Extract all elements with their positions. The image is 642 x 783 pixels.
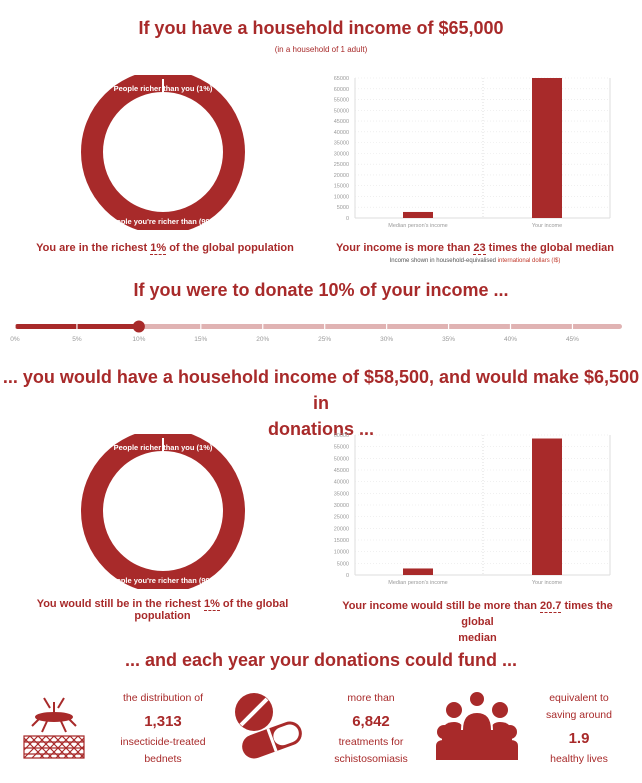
donut-top-label: People richer than you (1%) bbox=[114, 84, 213, 93]
x-tick-label: Your income bbox=[532, 580, 562, 586]
slider-tick-label: 25% bbox=[318, 336, 331, 343]
y-tick-label: 55000 bbox=[334, 98, 349, 104]
y-tick-label: 40000 bbox=[334, 130, 349, 136]
slider-tick-label: 45% bbox=[566, 336, 579, 343]
income-note: Income shown in household-equivalised in… bbox=[389, 258, 561, 264]
y-tick-label: 20000 bbox=[334, 526, 349, 532]
slider-tick-label: 5% bbox=[72, 336, 82, 343]
donate-title: If you were to donate 10% of your income… bbox=[133, 280, 509, 300]
intl-dollars-link[interactable]: international dollars (I$) bbox=[497, 258, 561, 264]
slider-tick-label: 20% bbox=[256, 336, 269, 343]
slider-handle[interactable] bbox=[132, 320, 145, 333]
y-tick-label: 0 bbox=[346, 573, 349, 579]
treatments-count: 6,842 bbox=[352, 713, 390, 730]
y-tick-label: 45000 bbox=[334, 468, 349, 474]
after-donation-title: ... you would have a household income of… bbox=[2, 367, 640, 439]
x-tick-label: Median person's income bbox=[388, 223, 447, 229]
y-tick-label: 35000 bbox=[334, 141, 349, 147]
fund-title: ... and each year your donations could f… bbox=[124, 650, 518, 670]
donut-top-label: People richer than you (1%) bbox=[114, 443, 213, 452]
caption-still-richest: You would still be in the richest 1% of … bbox=[36, 598, 289, 622]
slider-tick-label: 35% bbox=[442, 336, 455, 343]
bar-your-income bbox=[532, 438, 562, 575]
slider-tick-label: 0% bbox=[10, 336, 20, 343]
y-tick-label: 30000 bbox=[334, 503, 349, 509]
x-tick-label: Your income bbox=[532, 223, 562, 229]
y-tick-label: 10000 bbox=[334, 194, 349, 200]
y-tick-label: 50000 bbox=[334, 108, 349, 114]
donation-slider[interactable]: 0% 5% 10% 15% 20% 25% 30% 35% 40% 45% bbox=[0, 315, 642, 347]
household-subtitle: (in a household of 1 adult) bbox=[274, 45, 368, 54]
y-tick-label: 0 bbox=[346, 216, 349, 222]
slider-tick-label: 10% bbox=[132, 336, 145, 343]
slider-tick-label: 15% bbox=[194, 336, 207, 343]
y-tick-label: 20000 bbox=[334, 173, 349, 179]
y-tick-label: 55000 bbox=[334, 445, 349, 451]
mosquito-net-icon bbox=[23, 697, 85, 759]
slider-tick-label: 30% bbox=[380, 336, 393, 343]
y-tick-label: 30000 bbox=[334, 151, 349, 157]
donut-chart-2: People richer than you (1%) People you'r… bbox=[81, 434, 245, 589]
income-title: If you have a household income of $65,00… bbox=[138, 18, 504, 38]
y-tick-label: 5000 bbox=[337, 205, 349, 211]
x-tick-label: Median person's income bbox=[388, 580, 447, 586]
y-tick-label: 50000 bbox=[334, 456, 349, 462]
caption-times-median: Your income is more than 23 times the gl… bbox=[336, 242, 614, 255]
bar-median-income bbox=[403, 568, 433, 575]
y-tick-label: 65000 bbox=[334, 76, 349, 82]
y-tick-label: 40000 bbox=[334, 480, 349, 486]
caption-still-times-median: Your income would still be more than 20.… bbox=[342, 600, 613, 644]
y-tick-label: 45000 bbox=[334, 119, 349, 125]
slider-track bbox=[15, 324, 622, 329]
fund-item-schistosomiasis: more than 6,842 treatments for schistoso… bbox=[316, 690, 426, 768]
donut-chart-1: People richer than you (1%) People you'r… bbox=[81, 75, 245, 230]
y-tick-label: 10000 bbox=[334, 550, 349, 556]
donut-bottom-label: People you're richer than (99%) bbox=[107, 217, 219, 226]
fund-item-bednets: the distribution of 1,313 insecticide-tr… bbox=[108, 690, 218, 768]
y-tick-label: 35000 bbox=[334, 491, 349, 497]
y-tick-label: 60000 bbox=[334, 433, 349, 439]
caption-richest: You are in the richest 1% of the global … bbox=[36, 242, 294, 255]
y-tick-label: 15000 bbox=[334, 184, 349, 190]
bar-median-income bbox=[403, 211, 433, 218]
y-tick-label: 15000 bbox=[334, 538, 349, 544]
fund-item-lives: equivalent to saving around 1.9 healthy … bbox=[524, 690, 634, 768]
people-icon bbox=[436, 690, 518, 760]
bednets-count: 1,313 bbox=[144, 713, 182, 730]
slider-tick-label: 40% bbox=[504, 336, 517, 343]
donut-bottom-label: People you're richer than (99%) bbox=[107, 576, 219, 585]
bar-chart-2: 6000055000500004500040000350003000025000… bbox=[334, 433, 611, 586]
pill-icon bbox=[235, 693, 302, 759]
y-tick-label: 60000 bbox=[334, 87, 349, 93]
bar-your-income bbox=[532, 78, 562, 218]
bar-chart-1: 6500060000550005000045000400003500030000… bbox=[334, 76, 611, 229]
y-tick-label: 25000 bbox=[334, 515, 349, 521]
y-tick-label: 25000 bbox=[334, 162, 349, 168]
lives-count: 1.9 bbox=[568, 730, 590, 747]
y-tick-label: 5000 bbox=[337, 561, 349, 567]
